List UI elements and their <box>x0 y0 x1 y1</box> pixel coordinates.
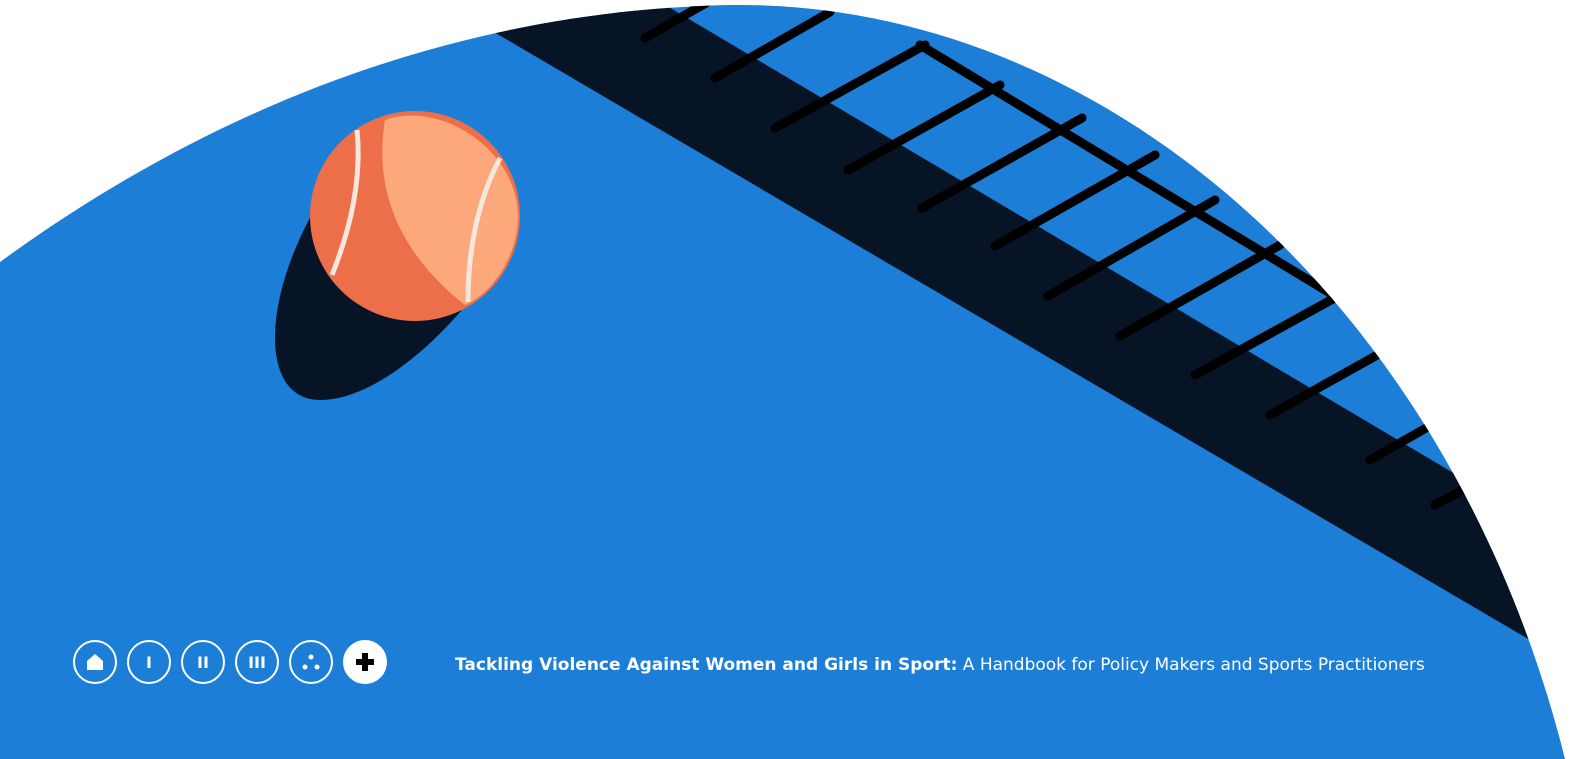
home-button[interactable] <box>73 640 117 684</box>
home-icon <box>87 654 103 670</box>
title-rest: A Handbook for Policy Makers and Sports … <box>962 655 1425 675</box>
nav-button[interactable]: I <box>127 640 171 684</box>
more-button[interactable] <box>343 640 387 684</box>
plus-icon <box>356 653 374 671</box>
dots-icon <box>302 654 320 670</box>
resources-button[interactable] <box>289 640 333 684</box>
nav: I II III <box>73 640 387 684</box>
nav-button[interactable]: II <box>181 640 225 684</box>
ball-highlight <box>382 115 519 305</box>
title-bold: Tackling Violence Against Women and Girl… <box>455 655 958 675</box>
nav-button[interactable]: III <box>235 640 279 684</box>
footer-title: Tackling Violence Against Women and Girl… <box>455 655 1425 675</box>
